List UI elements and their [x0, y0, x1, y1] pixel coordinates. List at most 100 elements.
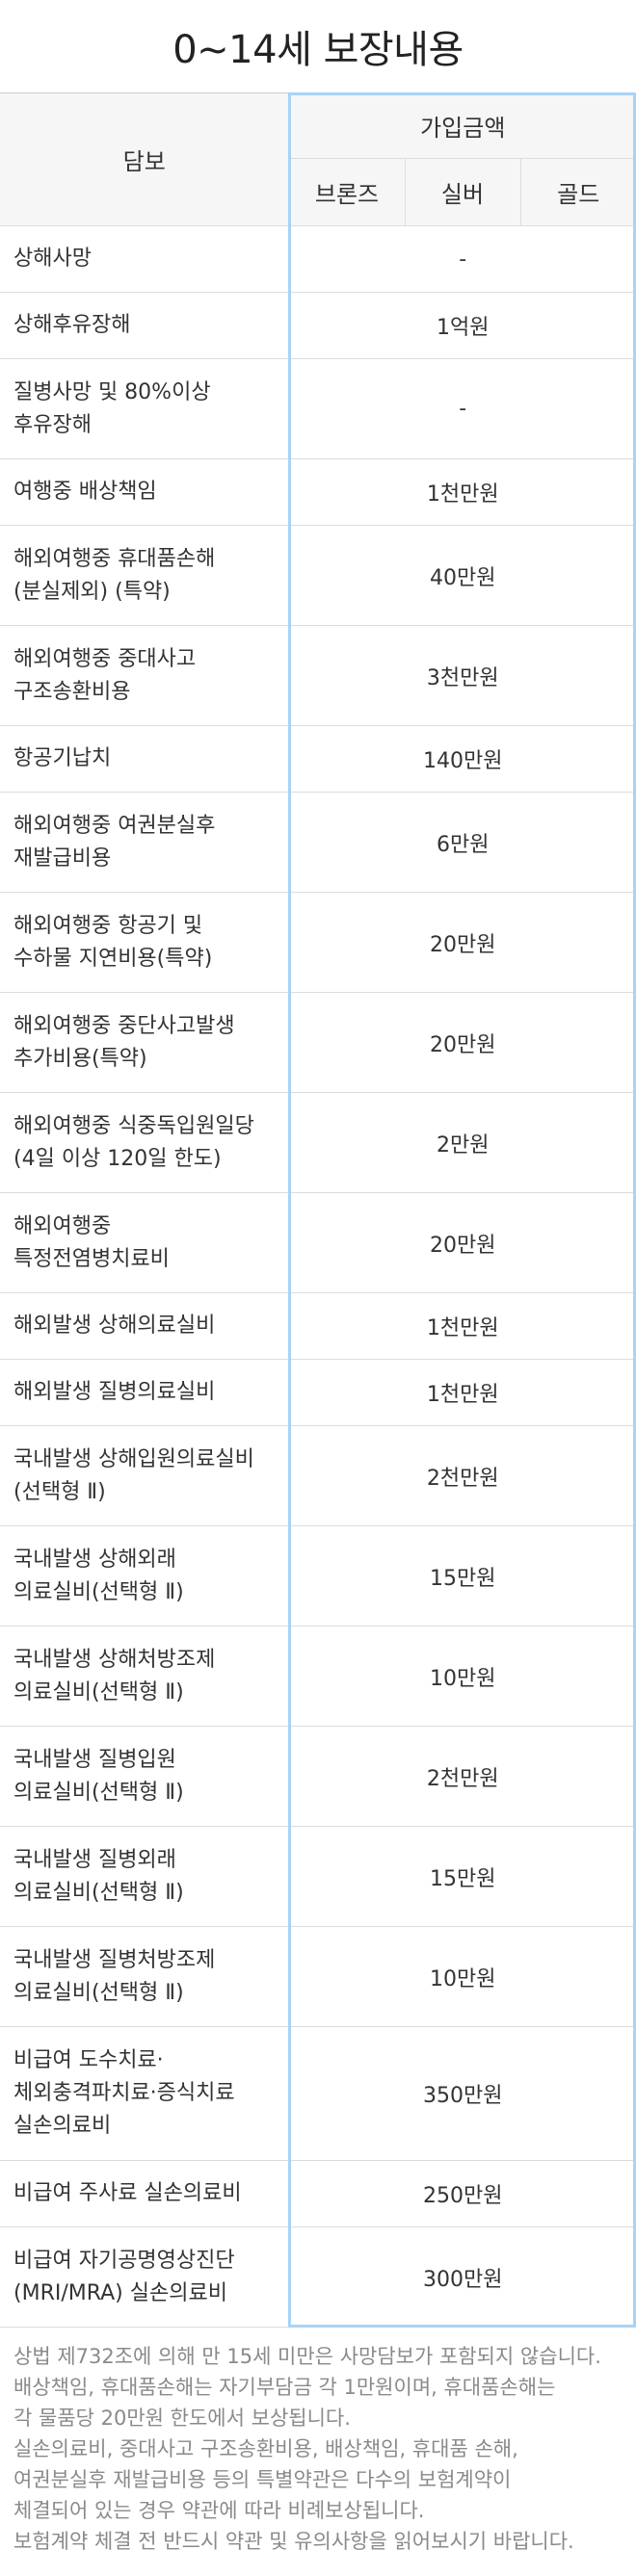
coverage-name-line: 여행중 배상책임: [13, 480, 157, 504]
coverage-name-line: 국내발생 질병처방조제: [13, 1947, 216, 1972]
page-title: 0~14세 보장내용: [172, 28, 464, 72]
coverage-amount-cell: 140만원: [289, 725, 636, 793]
note-line: 보험계약 체결 전 반드시 약관 및 유의사항을 읽어보시기 바랍니다.: [13, 2530, 574, 2553]
coverage-name-cell: 국내발생 상해입원의료실비 (선택형 Ⅱ): [0, 1425, 290, 1526]
coverage-name-line: 비급여 자기공명영상진단: [13, 2248, 235, 2273]
table-row: 해외여행중 여권분실후 재발급비용 6만원: [0, 792, 636, 893]
table-row: 국내발생 질병외래 의료실비(선택형 Ⅱ) 15만원: [0, 1826, 636, 1927]
coverage-name-line: 의료실비(선택형 Ⅱ): [13, 1679, 184, 1704]
coverage-name-line: 해외여행중 식중독입원일당: [13, 1113, 254, 1138]
coverage-amount-cell: 10만원: [289, 1626, 636, 1727]
coverage-amount-cell: 6만원: [289, 792, 636, 893]
coverage-name-cell: 해외여행중 중대사고 구조송환비용: [0, 625, 290, 726]
note-line: 체결되어 있는 경우 약관에 따라 비례보상됩니다.: [13, 2499, 425, 2522]
coverage-name-line: 국내발생 질병외래: [13, 1847, 176, 1872]
table-row: 해외여행중 항공기 및 수하물 지연비용(특약) 20만원: [0, 892, 636, 993]
header-tier-silver: 실버: [404, 158, 520, 226]
coverage-name-line: (분실제외) (특약): [13, 579, 171, 604]
table-row: 국내발생 질병입원 의료실비(선택형 Ⅱ) 2천만원: [0, 1726, 636, 1827]
coverage-name-line: 상해사망: [13, 247, 92, 271]
coverage-name-line: 의료실비(선택형 Ⅱ): [13, 1880, 184, 1905]
coverage-name-line: 해외여행중 항공기 및: [13, 913, 203, 938]
coverage-name-line: 국내발생 질병입원: [13, 1747, 176, 1772]
coverage-name-line: 추가비용(특약): [13, 1046, 147, 1071]
coverage-amount-cell: 1천만원: [289, 1359, 636, 1426]
table-row: 항공기납치 140만원: [0, 725, 636, 793]
coverage-amount-cell: 1억원: [289, 292, 636, 359]
note-line: 배상책임, 휴대품손해는 자기부담금 각 1만원이며, 휴대품손해는: [13, 2376, 556, 2399]
table-row: 질병사망 및 80%이상 후유장해 -: [0, 358, 636, 459]
coverage-name-line: 해외여행중 휴대품손해: [13, 546, 216, 571]
note-item: -상법 제732조에 의해 만 15세 미만은 사망담보가 포함되지 않습니다.: [0, 2341, 636, 2372]
note-line: 여권분실후 재발급비용 등의 특별약관은 다수의 보험계약이: [13, 2468, 512, 2491]
coverage-name-line: 해외여행중: [13, 1213, 112, 1238]
table-row: 상해사망 -: [0, 225, 636, 293]
table-row: 비급여 자기공명영상진단 (MRI/MRA) 실손의료비 300만원: [0, 2226, 636, 2328]
coverage-name-line: (4일 이상 120일 한도): [13, 1146, 222, 1171]
coverage-name-line: (선택형 Ⅱ): [13, 1479, 106, 1504]
coverage-name-cell: 해외여행중 여권분실후 재발급비용: [0, 792, 290, 893]
coverage-name-line: 특정전염병치료비: [13, 1246, 170, 1271]
coverage-amount-cell: 300만원: [289, 2226, 636, 2328]
coverage-name-line: 의료실비(선택형 Ⅱ): [13, 1579, 184, 1604]
table-row: 해외여행중 휴대품손해 (분실제외) (특약) 40만원: [0, 525, 636, 626]
coverage-name-cell: 상해후유장해: [0, 292, 290, 359]
table-row: 상해후유장해 1억원: [0, 292, 636, 359]
notes-section: -상법 제732조에 의해 만 15세 미만은 사망담보가 포함되지 않습니다.…: [0, 2328, 636, 2574]
table-row: 해외여행중 중단사고발생 추가비용(특약) 20만원: [0, 992, 636, 1093]
coverage-name-cell: 비급여 도수치료· 체외충격파치료·증식치료 실손의료비: [0, 2026, 290, 2161]
coverage-name-line: 구조송환비용: [13, 679, 131, 704]
coverage-name-cell: 비급여 자기공명영상진단 (MRI/MRA) 실손의료비: [0, 2226, 290, 2328]
table-row: 해외발생 질병의료실비 1천만원: [0, 1359, 636, 1426]
coverage-name-line: 수하물 지연비용(특약): [13, 946, 213, 971]
coverage-amount-cell: 20만원: [289, 892, 636, 993]
note-item: -실손의료비, 중대사고 구조송환비용, 배상책임, 휴대품 손해,여권분실후 …: [0, 2433, 636, 2526]
table-row: 해외발생 상해의료실비 1천만원: [0, 1292, 636, 1360]
coverage-amount-cell: 3천만원: [289, 625, 636, 726]
coverage-name-line: 해외여행중 여권분실후: [13, 813, 216, 838]
note-line: 실손의료비, 중대사고 구조송환비용, 배상책임, 휴대품 손해,: [13, 2437, 518, 2460]
coverage-name-line: 질병사망 및 80%이상: [13, 379, 211, 404]
table-row: 국내발생 상해처방조제 의료실비(선택형 Ⅱ) 10만원: [0, 1626, 636, 1727]
coverage-name-cell: 비급여 주사료 실손의료비: [0, 2160, 290, 2227]
coverage-name-line: 후유장해: [13, 412, 92, 437]
coverage-amount-cell: 1천만원: [289, 458, 636, 526]
note-item: -보험계약 체결 전 반드시 약관 및 유의사항을 읽어보시기 바랍니다.: [0, 2526, 636, 2557]
coverage-name-line: 국내발생 상해처방조제: [13, 1647, 216, 1672]
coverage-amount-cell: 20만원: [289, 1192, 636, 1293]
header-tier-bronze: 브론즈: [289, 158, 405, 226]
coverage-amount-cell: 40만원: [289, 525, 636, 626]
table-row: 비급여 주사료 실손의료비 250만원: [0, 2160, 636, 2227]
coverage-table-body: 상해사망 - 상해후유장해 1억원 질병사망 및 80%이상 후유장해 - 여행중 배상책임 1…: [0, 225, 636, 2328]
coverage-name-line: (MRI/MRA) 실손의료비: [13, 2280, 227, 2305]
coverage-amount-cell: 1천만원: [289, 1292, 636, 1360]
coverage-amount-cell: 350만원: [289, 2026, 636, 2161]
coverage-name-line: 실손의료비: [13, 2114, 112, 2138]
coverage-name-cell: 해외여행중 식중독입원일당 (4일 이상 120일 한도): [0, 1092, 290, 1193]
coverage-name-line: 의료실비(선택형 Ⅱ): [13, 1980, 184, 2005]
coverage-name-line: 항공기납치: [13, 746, 112, 770]
note-line: 각 물품당 20만원 한도에서 보상됩니다.: [13, 2407, 351, 2430]
coverage-name-line: 국내발생 상해외래: [13, 1547, 176, 1572]
coverage-name-line: 상해후유장해: [13, 313, 131, 337]
coverage-amount-cell: 2천만원: [289, 1425, 636, 1526]
table-row: 해외여행중 중대사고 구조송환비용 3천만원: [0, 625, 636, 726]
coverage-name-line: 의료실비(선택형 Ⅱ): [13, 1780, 184, 1805]
header-tier-gold: 골드: [519, 158, 636, 226]
header-amount-group: 가입금액: [289, 92, 636, 159]
table-row: 국내발생 상해외래 의료실비(선택형 Ⅱ) 15만원: [0, 1525, 636, 1626]
coverage-name-cell: 항공기납치: [0, 725, 290, 793]
coverage-name-cell: 여행중 배상책임: [0, 458, 290, 526]
coverage-amount-cell: -: [289, 225, 636, 293]
coverage-name-cell: 상해사망: [0, 225, 290, 293]
coverage-name-line: 비급여 주사료 실손의료비: [13, 2181, 242, 2205]
